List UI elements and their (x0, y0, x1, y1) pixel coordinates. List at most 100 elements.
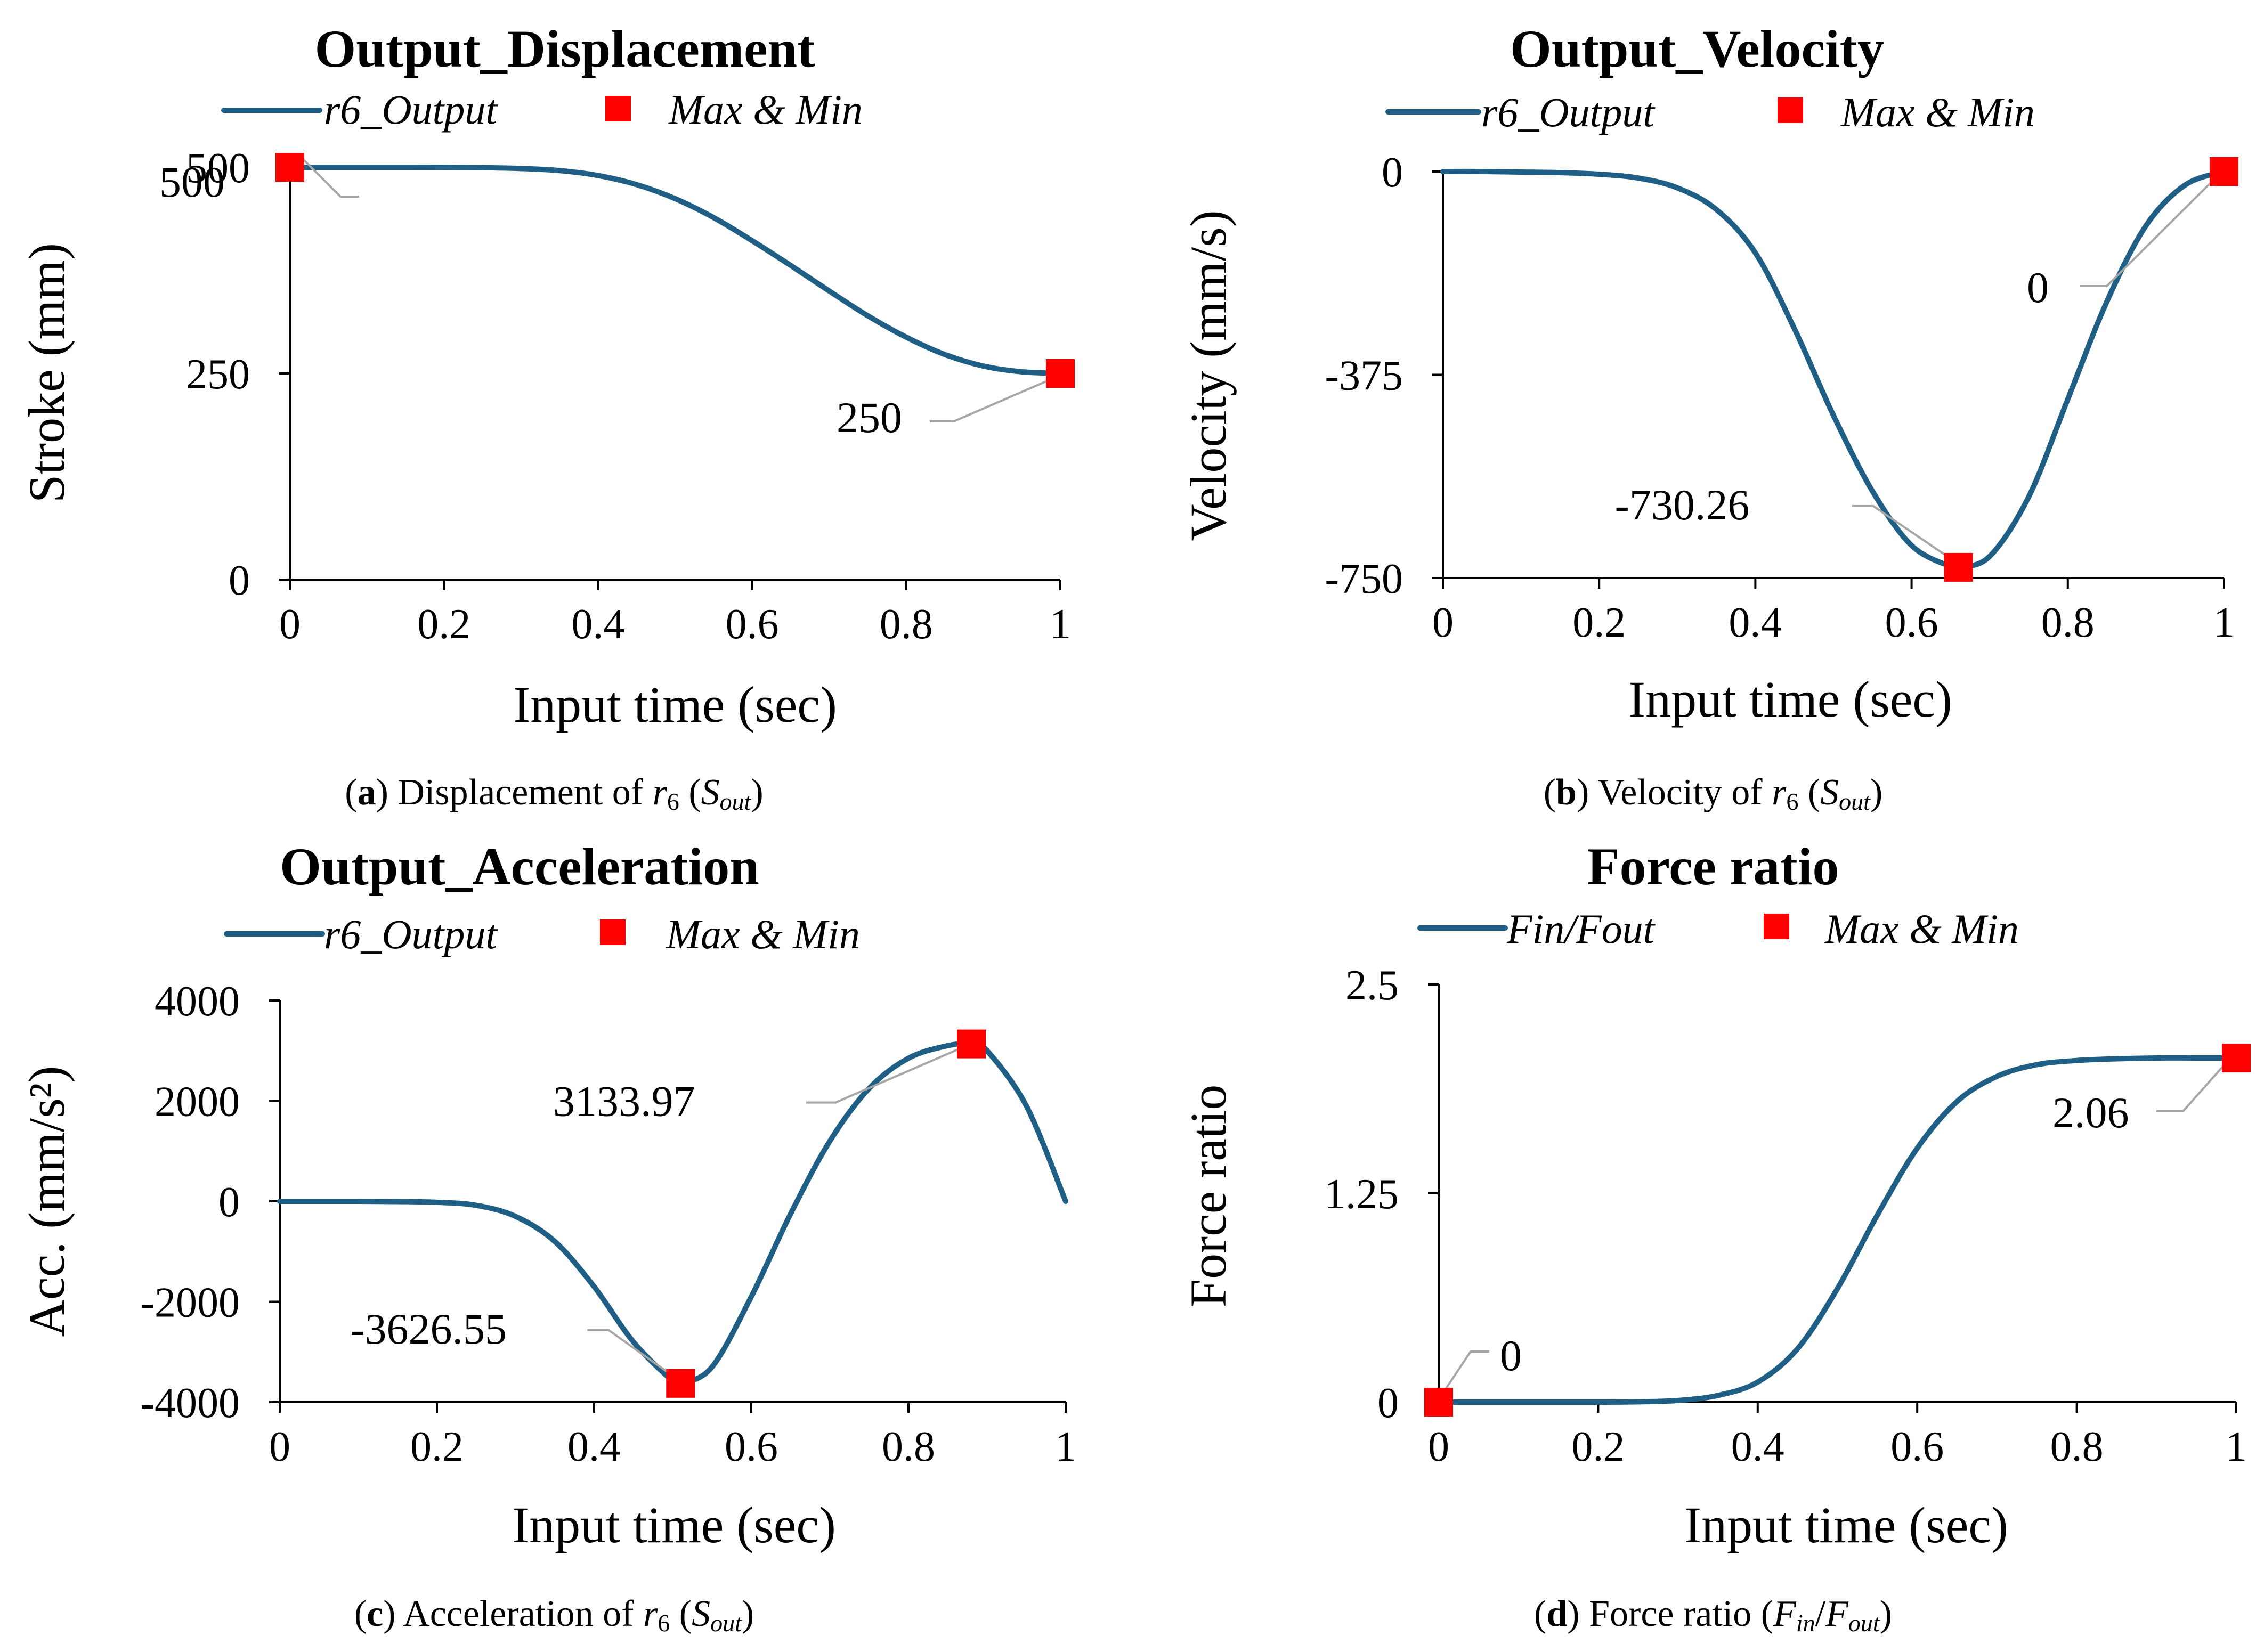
legend-marker-label: Max & Min (1840, 89, 2035, 135)
caption: (d) Force ratio (Fin/Fout) (1534, 1593, 1892, 1637)
y-tick-label: 1.25 (1324, 1171, 1399, 1218)
annotation-label: -3626.55 (350, 1305, 507, 1353)
axis-ticks: 0 0.2 0.4 0.6 0.8 1 -4000 -2000 0 2000 4000 (140, 978, 1076, 1470)
x-tick-label: 0.4 (571, 601, 624, 648)
x-tick-label: 0.8 (880, 601, 933, 648)
x-tick-label: 0 (1432, 599, 1454, 646)
x-tick-label: 0.6 (1890, 1423, 1944, 1470)
panel-b: Output_Velocity r6_Output Max & Min 0 0.2… (1180, 19, 2238, 815)
x-axis-label: Input time (sec) (1628, 671, 1952, 728)
y-tick-label: 4000 (155, 978, 240, 1025)
y-tick-label: 2000 (155, 1079, 240, 1126)
legend-marker-swatch (1764, 914, 1789, 939)
axis-ticks: 0 0.2 0.4 0.6 0.8 1 -750 -375 0 (1325, 149, 2235, 646)
y-axis-label: Velocity (mm/s) (1180, 210, 1237, 541)
y-tick-label: 500 (186, 145, 250, 192)
x-tick-label: 0.8 (2041, 599, 2095, 646)
y-tick-label: 0 (1382, 149, 1403, 196)
x-tick-label: 0.2 (410, 1423, 464, 1470)
panel-d: Force ratio Fin/Fout Max & Min 0 0.2 0.4 0.… (1180, 837, 2251, 1637)
annotation-leader-line (1852, 504, 1949, 558)
max-min-marker (957, 1029, 986, 1059)
annotation-label: 0 (2027, 263, 2049, 312)
x-tick-label: 0.8 (2050, 1423, 2104, 1470)
legend: r6_Output Max & Min (1385, 89, 2035, 135)
legend-marker-label: Max & Min (1824, 906, 2019, 952)
annotation-leader-line (2080, 179, 2214, 287)
series-line (1436, 1055, 2239, 1405)
x-tick-label: 1 (2226, 1423, 2247, 1470)
max-min-marker (275, 153, 304, 182)
caption: (b) Velocity of r6 (Sout) (1544, 772, 1883, 815)
y-tick-label: 0 (229, 557, 250, 604)
max-min-marker (2210, 157, 2238, 186)
chart-title: Output_Displacement (315, 19, 815, 78)
annotation-label: 250 (837, 393, 902, 442)
annotation-leader-line (930, 379, 1050, 422)
legend-marker-swatch (605, 96, 631, 121)
x-tick-label: 0.2 (1571, 1423, 1625, 1470)
caption: (c) Acceleration of r6 (Sout) (354, 1593, 754, 1637)
x-tick-label: 0 (1428, 1423, 1449, 1470)
x-tick-label: 0.6 (725, 1423, 778, 1470)
x-tick-label: 0.4 (567, 1423, 621, 1470)
legend-marker-swatch (1778, 97, 1803, 123)
panel-c: Output_Acceleration r6_Output Max & Min … (18, 837, 1076, 1637)
y-tick-label: 0 (1377, 1380, 1399, 1427)
y-tick-label: -375 (1325, 353, 1403, 400)
x-tick-label: 0 (269, 1423, 290, 1470)
max-min-markers: -730.26 0 (1615, 157, 2238, 582)
max-min-marker (1046, 359, 1075, 388)
max-min-marker (2222, 1043, 2251, 1072)
legend-marker-label: Max & Min (666, 911, 860, 957)
y-tick-label: 0 (218, 1179, 240, 1226)
max-min-markers: 02.06 (1424, 1043, 2251, 1417)
panel-a: Output_Displacement r6_Output Max & Min … (18, 19, 1075, 815)
annotation-leader-line (1443, 1350, 1489, 1393)
legend-marker-swatch (600, 919, 626, 945)
annotation-label: -730.26 (1615, 481, 1750, 529)
x-tick-label: 0.2 (417, 601, 470, 648)
x-axis-label: Input time (sec) (512, 1496, 836, 1553)
y-tick-label: 2.5 (1345, 962, 1399, 1009)
legend-series-label: Fin/Fout (1506, 906, 1656, 952)
series-line (1440, 168, 2227, 572)
y-axis-label: Acc. (mm/s²) (18, 1066, 75, 1337)
legend-marker-label: Max & Min (668, 86, 863, 133)
chart-title: Output_Velocity (1510, 19, 1884, 78)
x-tick-label: 0.6 (726, 601, 779, 648)
max-min-marker (1944, 552, 1973, 582)
y-axis-label: Force ratio (1180, 1085, 1237, 1308)
x-tick-label: 1 (1050, 601, 1071, 648)
y-tick-label: -750 (1325, 556, 1403, 603)
legend: Fin/Fout Max & Min (1417, 906, 2019, 952)
legend-series-label: r6_Output (324, 911, 498, 957)
annotation-leader-line (2156, 1062, 2227, 1112)
x-tick-label: 0.6 (1885, 599, 1938, 646)
x-tick-label: 0.2 (1572, 599, 1626, 646)
annotation-leader-line (806, 1047, 961, 1104)
x-tick-label: 0.4 (1731, 1423, 1784, 1470)
series-line (287, 164, 1063, 376)
x-tick-label: 1 (1055, 1423, 1076, 1470)
annotation-label: 3133.97 (553, 1077, 695, 1126)
x-tick-label: 1 (2213, 599, 2235, 646)
annotation-leader-line (587, 1329, 671, 1375)
annotation-label: 0 (1500, 1331, 1522, 1380)
x-tick-label: 0.4 (1729, 599, 1782, 646)
y-axis-label: Stroke (mm) (18, 243, 75, 503)
legend: r6_Output Max & Min (221, 86, 863, 133)
annotation-leader-line (299, 156, 359, 198)
annotation-label: 500 (159, 158, 225, 206)
chart-title: Force ratio (1587, 837, 1839, 896)
y-tick-label: -4000 (140, 1380, 240, 1427)
y-tick-label: 250 (186, 351, 250, 398)
axis-ticks: 0 0.2 0.4 0.6 0.8 1 0 250 500 (186, 145, 1071, 648)
x-axis-label: Input time (sec) (1684, 1496, 2008, 1553)
x-tick-label: 0 (279, 601, 301, 648)
max-min-markers: 500 250 (159, 153, 1075, 442)
caption: (a) Displacement of r6 (Sout) (345, 772, 763, 815)
legend: r6_Output Max & Min (224, 911, 860, 957)
max-min-markers: -3626.55 3133.97 (350, 1029, 986, 1398)
